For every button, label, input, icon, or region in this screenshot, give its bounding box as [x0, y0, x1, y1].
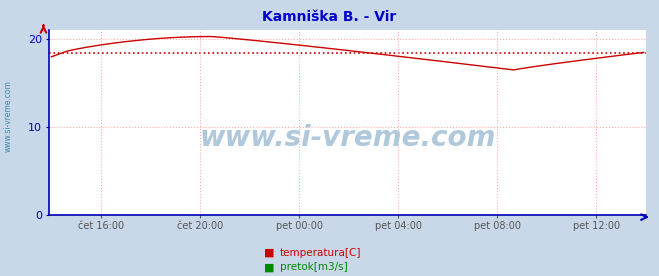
Text: www.si-vreme.com: www.si-vreme.com — [3, 80, 13, 152]
Text: Kamniška B. - Vir: Kamniška B. - Vir — [262, 10, 397, 24]
Text: ■: ■ — [264, 262, 274, 272]
Text: www.si-vreme.com: www.si-vreme.com — [200, 124, 496, 152]
Text: temperatura[C]: temperatura[C] — [280, 248, 362, 258]
Text: pretok[m3/s]: pretok[m3/s] — [280, 262, 348, 272]
Text: ■: ■ — [264, 248, 274, 258]
